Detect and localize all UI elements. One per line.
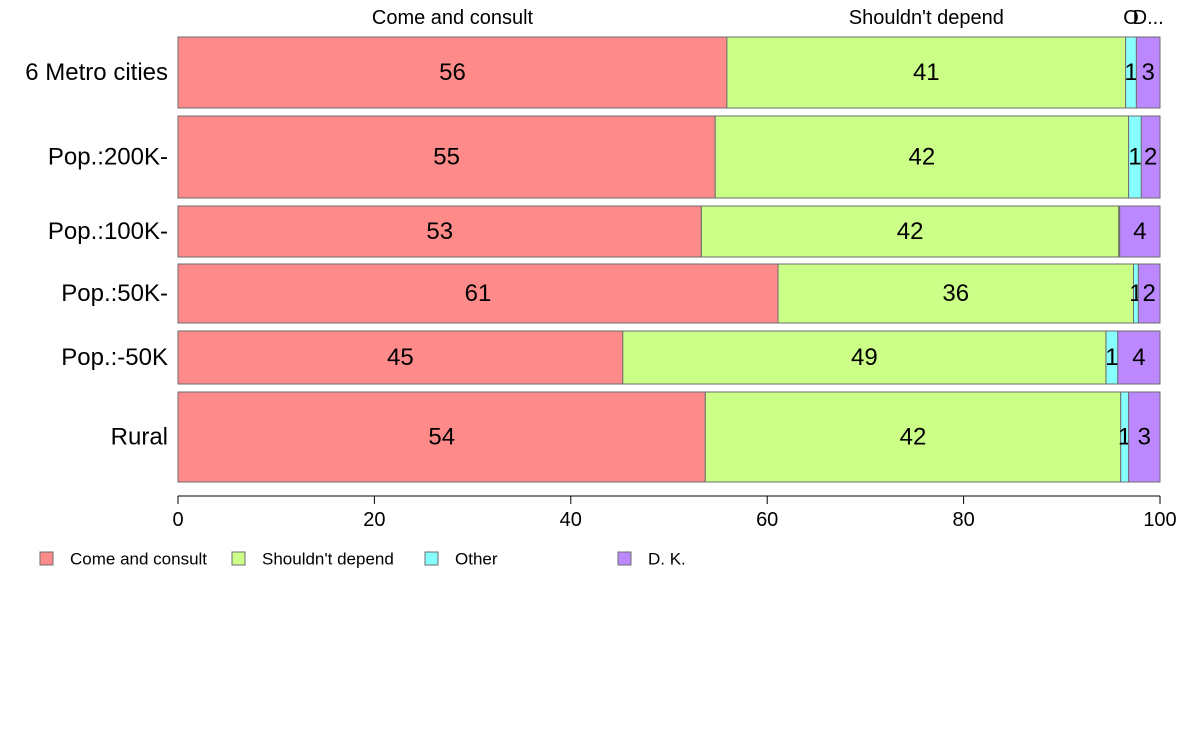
legend-swatch-d-k	[617, 551, 632, 566]
bar-pop-200k-d-k	[1140, 115, 1161, 199]
data-label: 4	[1133, 218, 1146, 245]
data-label: 2	[1144, 144, 1157, 171]
data-label: 2	[1143, 280, 1156, 307]
bar-pop-100k-come-and-consult	[177, 205, 702, 258]
data-label: 55	[433, 144, 460, 171]
top-label: D...	[1133, 7, 1164, 29]
legend-label: Come and consult	[70, 550, 207, 569]
data-label: 36	[942, 280, 969, 307]
bar-pop-50k-come-and-consult	[177, 263, 779, 324]
data-label: 49	[851, 344, 878, 371]
top-series-labels: Come and consult Shouldn't depend OD...	[372, 7, 1164, 29]
data-label: 42	[897, 218, 924, 245]
legend-swatch-come-and-consult	[39, 551, 54, 566]
legend-swatch-shouldn-t-depend	[231, 551, 246, 566]
legend-swatch-other	[424, 551, 439, 566]
legend-label: D. K.	[648, 550, 686, 569]
bars: 56 41 1 355 42 1 253 42 461 36 1 245 49 1 454 42 1 3	[177, 36, 1161, 483]
legend: Come and consult Shouldn't depend Other D. …	[39, 550, 686, 569]
category-label: Rural	[111, 424, 168, 451]
data-label: 1	[1124, 59, 1137, 86]
x-tick-label: 20	[363, 509, 385, 531]
data-label: 1	[1128, 144, 1141, 171]
category-label: Pop.:200K-	[48, 144, 168, 171]
category-label: 6 Metro cities	[25, 59, 168, 86]
category-label: Pop.:100K-	[48, 218, 168, 245]
x-tick-label: 40	[560, 509, 582, 531]
bar-rural-come-and-consult	[177, 391, 706, 483]
bar-pop-100k-shouldn-t-depend	[700, 205, 1120, 258]
legend-label: Other	[455, 550, 498, 569]
x-axis: 0 20 40 60 80 100	[172, 495, 1177, 531]
top-label: Come and consult	[372, 7, 534, 29]
data-label: 61	[465, 280, 492, 307]
bar-pop-50k-d-k	[1117, 330, 1161, 385]
legend-label: Shouldn't depend	[262, 550, 394, 569]
top-label: O	[1123, 7, 1139, 29]
x-tick-label: 60	[756, 509, 778, 531]
category-labels: 6 Metro cities Pop.:200K- Pop.:100K- Pop.:5…	[25, 59, 168, 451]
data-label: 54	[428, 424, 455, 451]
bar-rural-d-k	[1128, 391, 1161, 483]
data-label: 42	[900, 424, 927, 451]
top-label: Shouldn't depend	[849, 7, 1004, 29]
x-tick-label: 80	[952, 509, 974, 531]
data-label: 1	[1105, 344, 1118, 371]
data-label: 42	[909, 144, 936, 171]
category-label: Pop.:-50K	[61, 344, 168, 371]
bar-pop-50k-shouldn-t-depend	[622, 330, 1107, 385]
bar-pop-50k-come-and-consult	[177, 330, 624, 385]
category-label: Pop.:50K-	[61, 280, 168, 307]
bar-pop-100k-d-k	[1119, 205, 1161, 258]
data-label: 41	[913, 59, 940, 86]
bar-rural-shouldn-t-depend	[704, 391, 1122, 483]
bar-6-metro-cities-shouldn-t-depend	[726, 36, 1127, 109]
x-tick-label: 0	[172, 509, 183, 531]
data-label: 56	[439, 59, 466, 86]
data-label: 3	[1138, 424, 1151, 451]
bar-pop-50k-d-k	[1137, 263, 1161, 324]
bar-pop-200k-come-and-consult	[177, 115, 716, 199]
data-label: 3	[1142, 59, 1155, 86]
x-tick-label: 100	[1143, 509, 1176, 531]
data-label: 1	[1118, 424, 1131, 451]
data-label: 53	[426, 218, 453, 245]
data-label: 4	[1132, 344, 1145, 371]
data-label: 45	[387, 344, 414, 371]
bar-pop-50k-shouldn-t-depend	[777, 263, 1134, 324]
bar-6-metro-cities-d-k	[1135, 36, 1161, 109]
